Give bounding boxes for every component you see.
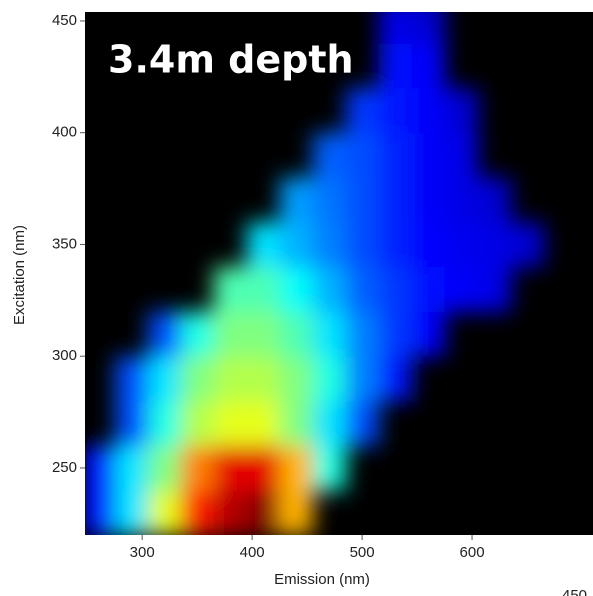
heat-cell xyxy=(312,266,347,312)
corner-label: 450 xyxy=(562,587,587,596)
heat-cell xyxy=(180,400,215,447)
heat-cell xyxy=(411,311,446,357)
heat-cell xyxy=(345,177,380,223)
heat-cell xyxy=(345,400,380,447)
heat-cell xyxy=(147,445,182,491)
heat-cell xyxy=(213,400,248,447)
heat-cell xyxy=(279,222,314,268)
heat-cell xyxy=(312,445,347,491)
heat-cell xyxy=(114,356,149,402)
heat-cell xyxy=(411,177,446,223)
heat-cell xyxy=(312,222,347,268)
heat-cell xyxy=(246,490,281,535)
heat-cell xyxy=(180,311,215,357)
heat-cell xyxy=(246,222,281,268)
heat-cell xyxy=(213,356,248,402)
heat-cell xyxy=(378,311,413,357)
heat-cell xyxy=(345,356,380,402)
heat-cell xyxy=(147,490,182,535)
heat-cell xyxy=(444,87,479,134)
y-tick-label: 350 xyxy=(52,235,77,252)
heat-cell xyxy=(147,311,182,357)
heat-cell xyxy=(180,356,215,402)
heat-cell xyxy=(279,266,314,312)
heat-cell xyxy=(246,266,281,312)
heat-cell xyxy=(444,177,479,223)
heatmap-cells xyxy=(85,12,545,535)
heat-cell xyxy=(345,222,380,268)
y-tick-label: 300 xyxy=(52,347,77,364)
heat-cell xyxy=(477,177,512,223)
heat-cell xyxy=(312,400,347,447)
heat-cell xyxy=(246,311,281,357)
heat-cell xyxy=(312,311,347,357)
heat-cell xyxy=(180,490,215,535)
heat-cell xyxy=(246,356,281,402)
heatmap xyxy=(85,12,545,535)
heat-cell xyxy=(114,400,149,447)
heat-cell xyxy=(477,222,512,268)
heat-cell xyxy=(378,356,413,402)
heat-cell xyxy=(345,87,380,134)
y-tick-label: 400 xyxy=(52,124,77,141)
heat-cell xyxy=(345,311,380,357)
heat-cell xyxy=(180,445,215,491)
x-tick-label: 600 xyxy=(460,544,485,561)
y-axis-label: Excitation (nm) xyxy=(11,225,28,325)
heat-cell xyxy=(85,490,116,535)
heat-cell xyxy=(345,266,380,312)
heat-cell xyxy=(213,490,248,535)
heat-cell xyxy=(147,356,182,402)
heat-cell xyxy=(378,266,413,312)
heat-cell xyxy=(279,445,314,491)
heat-cell xyxy=(477,266,512,312)
heat-cell xyxy=(312,132,347,178)
heat-cell xyxy=(345,132,380,178)
heat-cell xyxy=(378,43,413,89)
heat-cell xyxy=(312,177,347,223)
y-tick-label: 450 xyxy=(52,12,77,29)
heat-cell xyxy=(378,177,413,223)
heat-cell xyxy=(213,266,248,312)
heat-cell xyxy=(378,132,413,178)
heat-cell xyxy=(411,43,446,89)
heat-cell xyxy=(246,400,281,447)
heat-cell xyxy=(279,311,314,357)
heat-cell xyxy=(411,266,446,312)
heat-cell xyxy=(279,490,314,535)
x-tick-label: 500 xyxy=(350,544,375,561)
chart-title: 3.4m depth xyxy=(108,38,354,82)
heat-cell xyxy=(279,400,314,447)
heat-cell xyxy=(147,400,182,447)
heat-cell xyxy=(411,132,446,178)
y-tick-label: 250 xyxy=(52,459,77,476)
heat-cell xyxy=(411,87,446,134)
x-axis-label: Emission (nm) xyxy=(274,571,370,588)
heat-cell xyxy=(411,12,446,44)
heat-cell xyxy=(378,12,413,44)
heat-cell xyxy=(510,222,545,268)
heat-cell xyxy=(279,356,314,402)
x-tick-label: 300 xyxy=(130,544,155,561)
x-tick-label: 400 xyxy=(240,544,265,561)
heat-cell xyxy=(246,445,281,491)
heat-cell xyxy=(378,222,413,268)
heat-cell xyxy=(444,266,479,312)
heat-cell xyxy=(85,445,116,491)
heat-cell xyxy=(279,177,314,223)
heat-cell xyxy=(444,132,479,178)
heat-cell xyxy=(114,445,149,491)
heat-cell xyxy=(213,445,248,491)
heat-cell xyxy=(378,87,413,134)
heat-cell xyxy=(312,356,347,402)
heat-cell xyxy=(444,222,479,268)
heat-cell xyxy=(411,222,446,268)
heat-cell xyxy=(114,490,149,535)
heat-cell xyxy=(213,311,248,357)
